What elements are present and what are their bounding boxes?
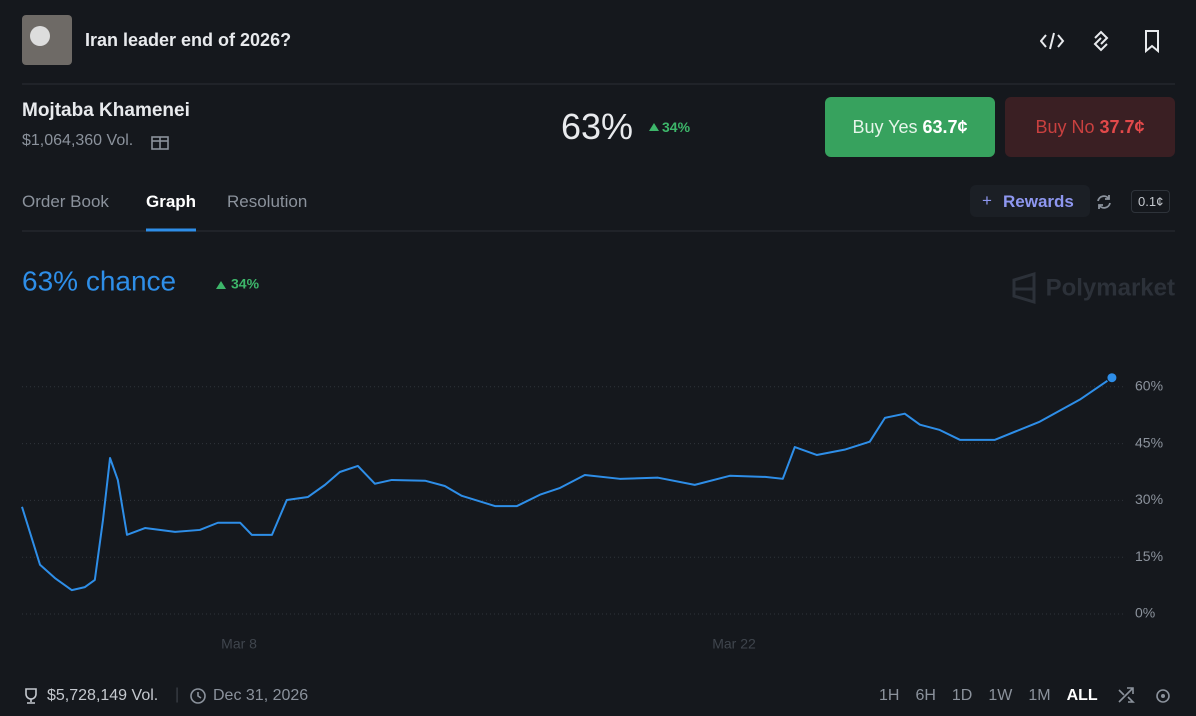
separator: | (175, 686, 180, 703)
line (21, 376, 1113, 592)
header-icons[interactable] (1040, 28, 1170, 54)
y-tick-label: 15% (1135, 548, 1163, 564)
brand: Polymarket (1046, 274, 1175, 301)
range-button[interactable]: ALL (1066, 687, 1098, 704)
tab[interactable]: Order Book (22, 192, 109, 211)
buy-yes-price: 63.7¢ (922, 116, 968, 137)
up-arrow (649, 123, 659, 131)
gift-icon[interactable] (150, 131, 170, 151)
rewards-plus: + (982, 191, 992, 210)
brand-logo (1012, 271, 1036, 305)
tick-size[interactable]: 0.1¢ (1131, 190, 1171, 213)
buy-yes-button[interactable]: Buy Yes 63.7¢ (825, 97, 995, 157)
total-volume: $5,728,149 Vol. (47, 687, 159, 704)
bookmark-icon[interactable] (1145, 30, 1159, 54)
tab[interactable]: Resolution (227, 192, 308, 211)
x-tick-label: Mar 8 (221, 636, 257, 652)
buy-no-label: Buy No (1035, 116, 1095, 137)
chart-tools[interactable] (1117, 686, 1177, 706)
range-button[interactable]: 1D (951, 687, 973, 704)
refresh-icon[interactable] (1094, 192, 1114, 212)
buy-no-button[interactable]: Buy No 37.7¢ (1005, 97, 1175, 157)
market-title: Iran leader end of 2026? (85, 30, 292, 50)
rewards-button[interactable] (970, 185, 1090, 217)
trophy-icon (25, 688, 37, 704)
rewards-label[interactable]: Rewards (1003, 192, 1074, 211)
outcome-probability: 63% (561, 106, 634, 147)
range-selector: 1H 6H 1D 1W 1M ALL (863, 687, 1098, 705)
chart-change: 34% (231, 276, 260, 292)
range-button[interactable]: 1M (1028, 687, 1051, 704)
range-button[interactable]: 1W (988, 687, 1013, 704)
clock-icon (190, 688, 206, 704)
outcome-name: Mojtaba Khamenei (22, 100, 190, 121)
y-tick-label: 60% (1135, 378, 1163, 394)
chart-title: 63% chance (22, 265, 176, 296)
y-tick-label: 0% (1135, 605, 1155, 621)
range-button[interactable]: 6H (915, 687, 936, 704)
y-tick-label: 45% (1135, 434, 1163, 450)
end-point (1106, 372, 1118, 384)
buy-yes-label: Buy Yes (852, 116, 918, 137)
avatar-face (30, 26, 50, 46)
y-tick-label: 30% (1135, 491, 1163, 507)
up-arrow (216, 281, 226, 289)
link-icon[interactable] (1093, 30, 1109, 52)
outcome-change: 34% (662, 119, 691, 135)
x-tick-label: Mar 22 (712, 636, 756, 652)
buy-no-price: 37.7¢ (1099, 116, 1145, 137)
embed-icon[interactable] (1040, 32, 1065, 50)
outcome-volume: $1,064,360 Vol. (22, 132, 134, 149)
range-button[interactable]: 1H (879, 687, 900, 704)
tab-active[interactable]: Graph (146, 192, 197, 211)
end-date: Dec 31, 2026 (213, 687, 309, 704)
